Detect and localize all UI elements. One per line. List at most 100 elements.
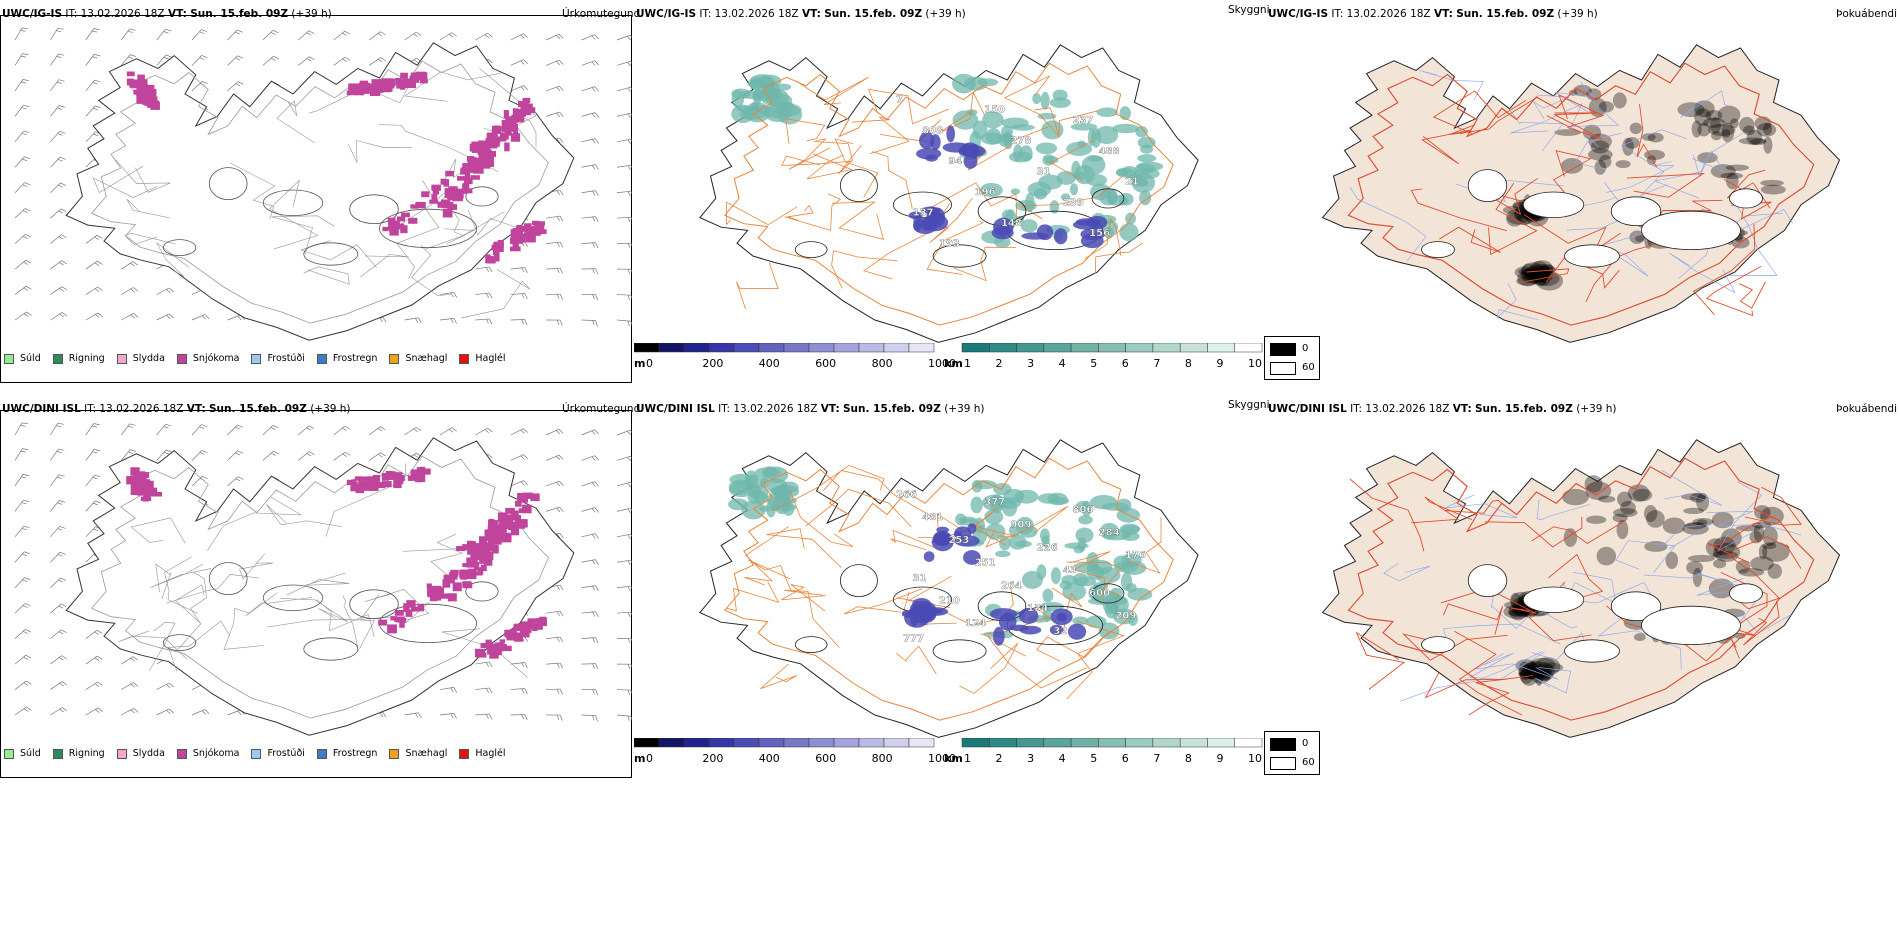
vt-label: VT: — [167, 8, 187, 20]
visibility-bar-cell — [1098, 343, 1126, 353]
lead-time: (+39 h) — [925, 8, 966, 20]
it-label: IT: — [699, 8, 712, 20]
it-value: 13.02.2026 18Z — [80, 8, 165, 20]
legend-item: Snjókoma — [176, 353, 239, 364]
visibility-bar-cell — [989, 343, 1017, 353]
model-name: UWC/DINI ISL — [636, 403, 715, 415]
it-value: 13.02.2026 18Z — [714, 8, 799, 20]
snowfall-areas — [126, 466, 547, 659]
precip-legend: Súld Rigning Slydda Snjókoma Frostúði Frostre… — [4, 748, 518, 759]
visibility-bar-cell — [1152, 738, 1181, 748]
lead-time: (+39 h) — [1576, 403, 1617, 415]
ceiling-value: 134 — [1027, 603, 1048, 614]
legend-swatch — [116, 353, 127, 364]
ceiling-bar-cell — [634, 343, 660, 353]
ceiling-value: 264 — [1001, 580, 1022, 591]
visibility-tick: 8 — [1185, 752, 1192, 765]
ceiling-bar-cell — [833, 343, 860, 353]
legend-label: Súld — [20, 353, 41, 364]
legend-label: Rigning — [68, 353, 105, 364]
it-label: IT: — [1350, 403, 1363, 415]
visibility-bar-cell — [989, 738, 1017, 748]
it-value: 13.02.2026 18Z — [1346, 8, 1431, 20]
visibility-tick: 4 — [1059, 357, 1066, 370]
fog-legend-swatch — [1270, 757, 1296, 770]
visibility-tick: 9 — [1216, 752, 1223, 765]
ceiling-tick: 0 — [646, 357, 653, 370]
visibility-tick: 2 — [996, 752, 1003, 765]
vt-value: Sun. 15.feb. 09Z — [209, 403, 307, 415]
ceiling-value: 21 — [1125, 177, 1139, 188]
legend-swatch — [251, 353, 262, 364]
ceiling-bar-cell — [758, 343, 785, 353]
ceiling-value: 808 — [922, 125, 943, 136]
precip-type-label: Úrkomutegund — [562, 403, 641, 415]
fog-legend-swatch — [1270, 343, 1296, 356]
precip-type-label: Úrkomutegund — [562, 8, 641, 20]
lead-time: (+39 h) — [1557, 8, 1598, 20]
ceiling-tick: 600 — [815, 752, 836, 765]
fog-index-map — [1321, 44, 1841, 343]
it-value: 13.02.2026 18Z — [733, 403, 818, 415]
legend-item: Frostúði — [251, 748, 305, 759]
legend-swatch — [251, 748, 262, 759]
visibility-tick: 1 — [964, 357, 971, 370]
fog-index-map — [1321, 439, 1841, 738]
visibility-bar-cell — [961, 343, 990, 353]
ceiling-bar-cell — [883, 343, 910, 353]
low-visibility-areas — [728, 466, 1153, 640]
legend-item: Slydda — [116, 353, 165, 364]
panel-title: UWC/DINI ISL IT: 13.02.2026 18Z VT: Sun.… — [636, 403, 985, 415]
legend-item: Snæhagl — [389, 353, 447, 364]
visibility-tick: 8 — [1185, 357, 1192, 370]
glacier-outlines — [1421, 169, 1763, 268]
ceiling-value: 210 — [939, 596, 960, 607]
visibility-bar-cell — [1098, 738, 1126, 748]
ceiling-unit: m — [634, 357, 645, 370]
ceiling-value: 251 — [975, 558, 996, 569]
panel-title: UWC/DINI ISL IT: 13.02.2026 18Z VT: Sun.… — [2, 403, 351, 415]
it-value: 13.02.2026 18Z — [1365, 403, 1450, 415]
vt-value: Sun. 15.feb. 09Z — [824, 8, 923, 20]
legend-label: Haglél — [475, 353, 506, 364]
ceiling-bar-cell — [783, 343, 810, 353]
legend-label: Haglél — [475, 748, 506, 759]
legend-label: Slydda — [132, 353, 165, 364]
ceiling-value: 253 — [948, 535, 969, 546]
visibility-tick: 5 — [1090, 752, 1097, 765]
ceiling-value: 777 — [903, 633, 924, 644]
ceiling-value: 239 — [1063, 197, 1084, 208]
visibility-tick: 3 — [1027, 752, 1034, 765]
legend-label: Snæhagl — [405, 353, 448, 364]
ceiling-tick: 400 — [759, 752, 780, 765]
panel-frame — [0, 15, 632, 383]
ceiling-value: 32 — [1053, 626, 1067, 637]
vt-value: Sun. 15.feb. 09Z — [1475, 403, 1573, 415]
visibility-bar-cell — [1234, 738, 1263, 748]
ceiling-value: 266 — [896, 489, 917, 500]
ceiling-value: 7 — [896, 94, 903, 105]
model-name: UWC/IG-IS — [2, 8, 63, 20]
ceiling-value: 377 — [984, 497, 1005, 508]
legend-label: Frostregn — [332, 353, 378, 364]
fog-legend: 0 60 — [1264, 336, 1320, 380]
legend-swatch — [4, 748, 14, 759]
legend-item: Frostregn — [316, 748, 377, 759]
legend-swatch — [52, 748, 63, 759]
visibility-label: Skyggni — [1228, 4, 1270, 16]
ceiling-bar-cell — [858, 738, 885, 748]
ceiling-value: 909 — [1010, 520, 1031, 531]
visibility-bar-cell — [1016, 343, 1045, 353]
it-label: IT: — [718, 403, 731, 415]
ceiling-unit: m — [634, 752, 645, 765]
model-name: UWC/IG-IS — [636, 8, 697, 20]
precip-type-panel: UWC/IG-IS IT: 13.02.2026 18Z VT: Sun. 15… — [0, 0, 640, 383]
glacier-outlines — [163, 167, 499, 266]
ceiling-tick: 800 — [872, 357, 893, 370]
ceiling-value: 124 — [965, 618, 986, 629]
road-network — [723, 62, 1174, 326]
visibility-map: 266 377 806 481 909 284 253 226 176 251 43 31 264 600… — [699, 439, 1199, 738]
lead-time: (+39 h) — [944, 403, 985, 415]
